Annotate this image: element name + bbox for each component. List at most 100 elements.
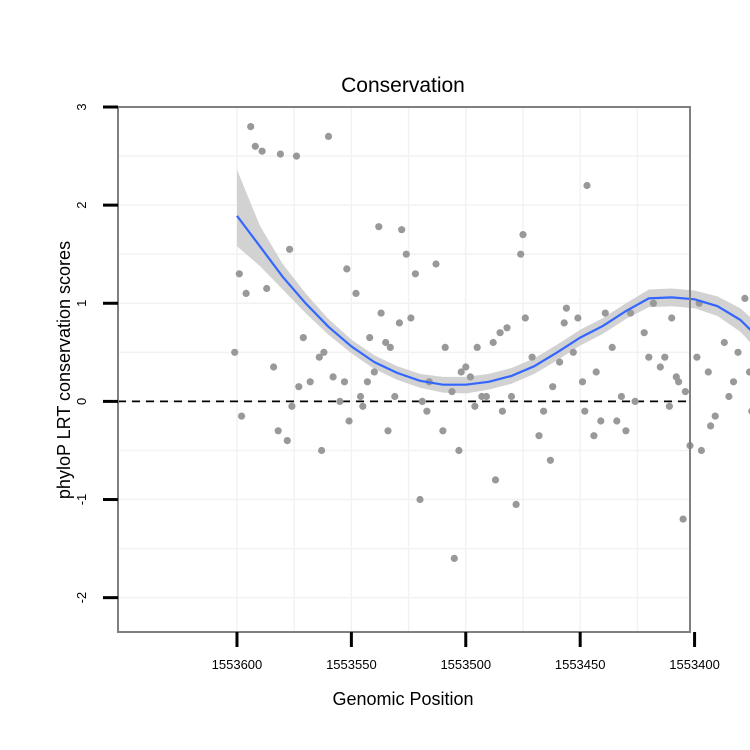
y-tick-label: 0 xyxy=(74,398,89,405)
data-point xyxy=(693,353,701,361)
x-tick-label: 1553450 xyxy=(555,657,606,672)
data-point xyxy=(734,348,742,356)
data-point xyxy=(707,422,715,430)
y-axis: -2 -1 0 1 2 3 xyxy=(74,103,118,603)
y-tick-label: -1 xyxy=(74,494,89,506)
data-point xyxy=(382,338,390,347)
data-point xyxy=(370,368,378,376)
data-point xyxy=(366,334,374,342)
data-point xyxy=(672,373,680,381)
data-point xyxy=(324,132,333,140)
data-point xyxy=(251,142,259,150)
data-point xyxy=(457,368,465,376)
data-point xyxy=(235,270,243,278)
data-point xyxy=(340,378,349,386)
data-point xyxy=(503,324,511,332)
data-point xyxy=(418,397,426,405)
points-layer xyxy=(231,123,750,563)
x-tick-label: 1553400 xyxy=(669,657,720,672)
data-point xyxy=(286,245,294,253)
data-point xyxy=(395,319,403,327)
data-point xyxy=(590,432,598,440)
x-tick-label: 1553600 xyxy=(212,657,263,672)
data-point xyxy=(535,432,543,440)
y-tick-label: 3 xyxy=(74,103,89,110)
data-point xyxy=(668,314,676,322)
data-point xyxy=(455,446,463,455)
data-point xyxy=(318,446,326,455)
chart-title: Conservation xyxy=(341,74,465,97)
data-point xyxy=(306,378,314,386)
data-point xyxy=(336,397,344,405)
data-point xyxy=(608,343,616,351)
data-point xyxy=(247,123,255,131)
data-point xyxy=(384,427,392,435)
data-point xyxy=(597,417,605,425)
data-point xyxy=(441,343,449,351)
data-point xyxy=(725,392,733,401)
data-point xyxy=(283,437,291,445)
data-point xyxy=(345,417,353,425)
data-point xyxy=(649,299,658,307)
data-point xyxy=(521,314,529,322)
data-point xyxy=(665,402,674,410)
data-point xyxy=(450,554,458,563)
x-tick-label: 1553550 xyxy=(326,657,377,672)
data-point xyxy=(258,147,266,155)
data-point xyxy=(242,289,250,297)
data-point xyxy=(622,427,630,435)
data-point xyxy=(560,319,568,327)
data-point xyxy=(375,223,383,231)
data-point xyxy=(540,407,548,415)
data-point xyxy=(231,348,239,356)
data-point xyxy=(292,152,301,160)
data-point xyxy=(697,446,706,455)
data-point xyxy=(439,427,447,435)
y-axis-title: phyloP LRT conservation scores xyxy=(54,241,74,499)
data-point xyxy=(578,378,587,386)
data-point xyxy=(496,329,504,337)
data-point xyxy=(645,353,653,361)
data-point xyxy=(398,226,406,234)
data-point xyxy=(661,353,669,361)
plot-panel-border xyxy=(117,106,691,633)
data-point xyxy=(299,334,307,342)
data-point xyxy=(549,383,557,391)
data-point xyxy=(315,353,323,361)
data-point xyxy=(679,515,687,523)
data-point xyxy=(471,402,479,410)
data-point xyxy=(473,343,481,351)
data-point xyxy=(640,329,648,337)
data-point xyxy=(720,338,728,347)
data-point xyxy=(592,368,600,376)
data-point xyxy=(517,250,525,258)
data-point xyxy=(498,407,506,415)
data-point xyxy=(423,407,431,415)
x-tick-label: 1553500 xyxy=(440,657,491,672)
data-point xyxy=(711,412,719,420)
data-point xyxy=(617,392,626,401)
smooth-line-layer xyxy=(236,215,750,386)
data-point xyxy=(528,353,536,361)
data-point xyxy=(391,392,399,401)
data-point xyxy=(411,270,419,278)
data-point xyxy=(343,265,351,273)
data-point xyxy=(562,304,571,312)
data-point xyxy=(448,388,456,396)
data-point xyxy=(489,338,497,347)
data-point xyxy=(352,289,360,297)
data-point xyxy=(356,392,365,401)
data-point xyxy=(601,309,609,317)
x-axis-title: Genomic Position xyxy=(332,689,473,709)
data-point xyxy=(574,314,582,322)
data-point xyxy=(613,417,621,425)
data-point xyxy=(377,309,385,317)
smooth-trend-line xyxy=(236,215,750,386)
data-point xyxy=(546,456,555,464)
data-point xyxy=(704,368,712,376)
data-point xyxy=(363,378,371,386)
y-tick-label: 2 xyxy=(74,202,89,209)
y-tick-label: -2 xyxy=(74,592,89,604)
